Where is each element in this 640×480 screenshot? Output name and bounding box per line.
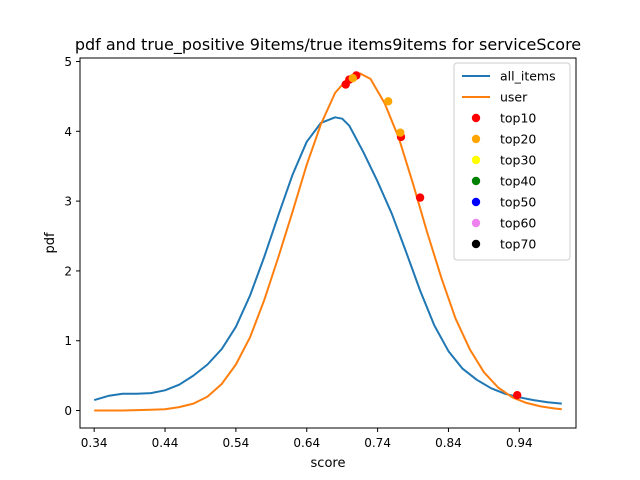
x-tick-label: 0.44 bbox=[152, 436, 179, 450]
series-line-all_items bbox=[93, 116, 562, 405]
legend-label-top40: top40 bbox=[500, 174, 536, 189]
legend-label-top20: top20 bbox=[500, 132, 536, 147]
legend-swatch-top50 bbox=[471, 197, 481, 207]
legend-swatch-top60 bbox=[471, 218, 481, 228]
x-axis: 0.34 0.44 0.54 0.64 0.74 0.84 0.94 bbox=[81, 428, 533, 450]
legend-label-all_items: all_items bbox=[500, 69, 556, 84]
point-top20 bbox=[384, 97, 393, 106]
legend-label-top30: top30 bbox=[500, 153, 536, 168]
x-tick-label: 0.94 bbox=[506, 436, 533, 450]
legend-label-top70: top70 bbox=[500, 237, 536, 252]
point-top10 bbox=[415, 193, 425, 202]
y-tick-label: 4 bbox=[64, 125, 72, 139]
x-tick-label: 0.64 bbox=[293, 436, 320, 450]
plot-area bbox=[93, 71, 562, 412]
y-tick-label: 1 bbox=[64, 334, 72, 348]
point-top20 bbox=[396, 128, 405, 137]
y-axis-label: pdf bbox=[43, 232, 58, 254]
legend-swatch-top20 bbox=[471, 134, 481, 144]
y-tick-label: 2 bbox=[64, 264, 72, 278]
legend-label-top50: top50 bbox=[500, 195, 536, 210]
y-tick-label: 5 bbox=[64, 55, 72, 69]
y-tick-label: 3 bbox=[64, 195, 72, 209]
x-tick-label: 0.54 bbox=[223, 436, 250, 450]
point-top20 bbox=[348, 74, 357, 83]
legend-label-top60: top60 bbox=[500, 216, 536, 231]
y-tick-label: 0 bbox=[64, 404, 72, 418]
point-top10 bbox=[513, 391, 522, 400]
legend-swatch-top10 bbox=[471, 113, 481, 123]
legend-label-top10: top10 bbox=[500, 111, 536, 126]
y-axis: 0 1 2 3 4 5 bbox=[64, 55, 80, 418]
legend-swatch-top40 bbox=[471, 176, 481, 186]
legend-box bbox=[453, 62, 571, 261]
chart-title: pdf and true_positive 9items/true items9… bbox=[75, 35, 581, 55]
x-tick-label: 0.84 bbox=[435, 436, 462, 450]
x-tick-label: 0.74 bbox=[364, 436, 391, 450]
plot-frame bbox=[79, 57, 577, 429]
x-axis-label: score bbox=[311, 456, 346, 471]
x-tick-label: 0.34 bbox=[81, 436, 108, 450]
legend-swatch-top70 bbox=[471, 239, 481, 249]
legend-swatch-top30 bbox=[471, 155, 481, 165]
legend-label-user: user bbox=[500, 90, 528, 105]
